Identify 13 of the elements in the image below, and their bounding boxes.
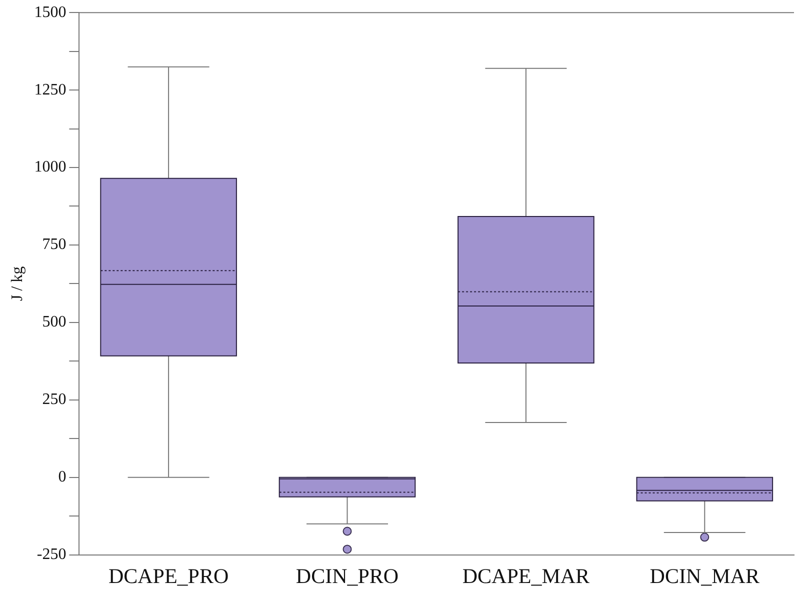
x-tick-label: DCIN_PRO: [296, 564, 399, 588]
x-tick-label: DCIN_MAR: [650, 564, 760, 588]
y-tick-label: -250: [36, 546, 66, 564]
y-tick-label: 1250: [34, 81, 66, 98]
x-tick-label: DCAPE_MAR: [462, 564, 590, 588]
y-tick-label: 750: [42, 236, 66, 254]
x-tick-label: DCAPE_PRO: [108, 564, 229, 588]
y-tick-label: 1000: [34, 158, 66, 176]
y-axis-title: J / kg: [8, 266, 26, 302]
y-tick-label: 250: [42, 391, 66, 408]
y-tick-label: 0: [58, 468, 66, 486]
y-tick-label: 500: [42, 314, 66, 331]
y-tick-label: 1500: [34, 4, 66, 21]
